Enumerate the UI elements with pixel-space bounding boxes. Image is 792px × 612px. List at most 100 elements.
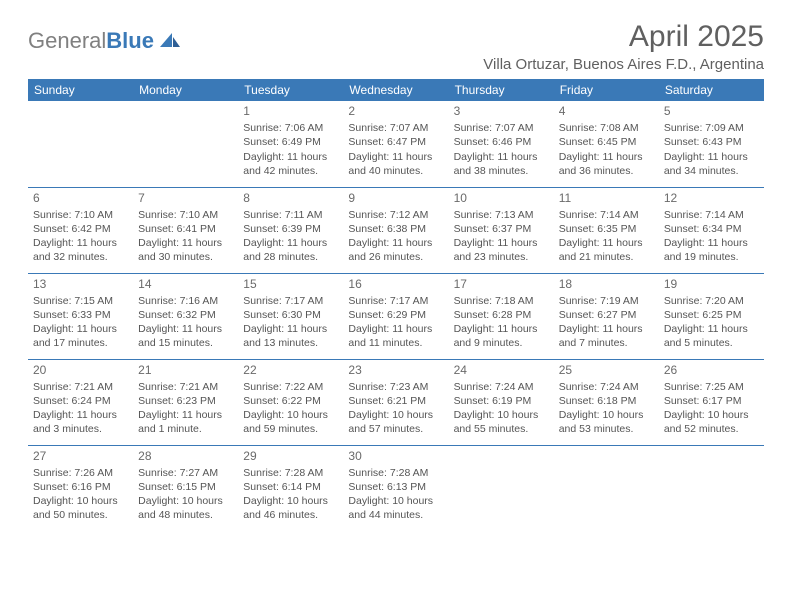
sunrise-text: Sunrise: 7:28 AM	[243, 466, 338, 480]
sunset-text: Sunset: 6:37 PM	[454, 222, 549, 236]
calendar-day-cell: 12Sunrise: 7:14 AMSunset: 6:34 PMDayligh…	[659, 187, 764, 273]
daylight-text: and 42 minutes.	[243, 164, 338, 178]
day-number: 24	[454, 362, 549, 378]
sunset-text: Sunset: 6:24 PM	[33, 394, 128, 408]
sunset-text: Sunset: 6:39 PM	[243, 222, 338, 236]
weekday-header: Monday	[133, 79, 238, 101]
daylight-text: Daylight: 10 hours	[138, 494, 233, 508]
header: GeneralBlue April 2025 Villa Ortuzar, Bu…	[28, 20, 764, 73]
calendar-day-cell: 22Sunrise: 7:22 AMSunset: 6:22 PMDayligh…	[238, 359, 343, 445]
daylight-text: and 1 minute.	[138, 422, 233, 436]
calendar-empty-cell	[659, 445, 764, 531]
daylight-text: and 30 minutes.	[138, 250, 233, 264]
daylight-text: Daylight: 11 hours	[664, 236, 759, 250]
sunset-text: Sunset: 6:32 PM	[138, 308, 233, 322]
calendar-day-cell: 26Sunrise: 7:25 AMSunset: 6:17 PMDayligh…	[659, 359, 764, 445]
sunrise-text: Sunrise: 7:15 AM	[33, 294, 128, 308]
daylight-text: Daylight: 10 hours	[33, 494, 128, 508]
sunset-text: Sunset: 6:27 PM	[559, 308, 654, 322]
day-number: 2	[348, 103, 443, 119]
day-number: 1	[243, 103, 338, 119]
calendar-day-cell: 19Sunrise: 7:20 AMSunset: 6:25 PMDayligh…	[659, 273, 764, 359]
day-number: 29	[243, 448, 338, 464]
sunrise-text: Sunrise: 7:10 AM	[138, 208, 233, 222]
daylight-text: and 53 minutes.	[559, 422, 654, 436]
calendar-day-cell: 16Sunrise: 7:17 AMSunset: 6:29 PMDayligh…	[343, 273, 448, 359]
calendar-day-cell: 14Sunrise: 7:16 AMSunset: 6:32 PMDayligh…	[133, 273, 238, 359]
daylight-text: Daylight: 11 hours	[138, 408, 233, 422]
day-number: 6	[33, 190, 128, 206]
daylight-text: and 11 minutes.	[348, 336, 443, 350]
daylight-text: and 23 minutes.	[454, 250, 549, 264]
daylight-text: Daylight: 11 hours	[664, 150, 759, 164]
day-number: 13	[33, 276, 128, 292]
sunrise-text: Sunrise: 7:27 AM	[138, 466, 233, 480]
sunset-text: Sunset: 6:19 PM	[454, 394, 549, 408]
logo-text: GeneralBlue	[28, 28, 154, 54]
calendar-day-cell: 28Sunrise: 7:27 AMSunset: 6:15 PMDayligh…	[133, 445, 238, 531]
sunrise-text: Sunrise: 7:10 AM	[33, 208, 128, 222]
daylight-text: and 59 minutes.	[243, 422, 338, 436]
calendar-day-cell: 30Sunrise: 7:28 AMSunset: 6:13 PMDayligh…	[343, 445, 448, 531]
calendar-day-cell: 8Sunrise: 7:11 AMSunset: 6:39 PMDaylight…	[238, 187, 343, 273]
sunset-text: Sunset: 6:45 PM	[559, 135, 654, 149]
weekday-header: Tuesday	[238, 79, 343, 101]
daylight-text: Daylight: 11 hours	[243, 322, 338, 336]
sunset-text: Sunset: 6:47 PM	[348, 135, 443, 149]
weekday-header: Saturday	[659, 79, 764, 101]
title-block: April 2025 Villa Ortuzar, Buenos Aires F…	[483, 20, 764, 73]
daylight-text: Daylight: 10 hours	[348, 494, 443, 508]
sunrise-text: Sunrise: 7:24 AM	[454, 380, 549, 394]
daylight-text: and 52 minutes.	[664, 422, 759, 436]
sunset-text: Sunset: 6:49 PM	[243, 135, 338, 149]
daylight-text: Daylight: 10 hours	[454, 408, 549, 422]
sunset-text: Sunset: 6:34 PM	[664, 222, 759, 236]
sunrise-text: Sunrise: 7:07 AM	[454, 121, 549, 135]
sunrise-text: Sunrise: 7:13 AM	[454, 208, 549, 222]
logo-word-1: General	[28, 28, 106, 53]
calendar-day-cell: 27Sunrise: 7:26 AMSunset: 6:16 PMDayligh…	[28, 445, 133, 531]
calendar-day-cell: 20Sunrise: 7:21 AMSunset: 6:24 PMDayligh…	[28, 359, 133, 445]
calendar-day-cell: 7Sunrise: 7:10 AMSunset: 6:41 PMDaylight…	[133, 187, 238, 273]
daylight-text: Daylight: 11 hours	[348, 150, 443, 164]
daylight-text: Daylight: 11 hours	[33, 236, 128, 250]
sunrise-text: Sunrise: 7:18 AM	[454, 294, 549, 308]
weekday-header: Thursday	[449, 79, 554, 101]
daylight-text: and 40 minutes.	[348, 164, 443, 178]
sunset-text: Sunset: 6:18 PM	[559, 394, 654, 408]
logo: GeneralBlue	[28, 20, 182, 54]
sunrise-text: Sunrise: 7:06 AM	[243, 121, 338, 135]
daylight-text: Daylight: 11 hours	[664, 322, 759, 336]
sunrise-text: Sunrise: 7:12 AM	[348, 208, 443, 222]
daylight-text: and 19 minutes.	[664, 250, 759, 264]
sunrise-text: Sunrise: 7:28 AM	[348, 466, 443, 480]
calendar-day-cell: 4Sunrise: 7:08 AMSunset: 6:45 PMDaylight…	[554, 101, 659, 187]
calendar-day-cell: 3Sunrise: 7:07 AMSunset: 6:46 PMDaylight…	[449, 101, 554, 187]
daylight-text: Daylight: 11 hours	[243, 236, 338, 250]
weekday-header-row: SundayMondayTuesdayWednesdayThursdayFrid…	[28, 79, 764, 101]
sunset-text: Sunset: 6:35 PM	[559, 222, 654, 236]
sunset-text: Sunset: 6:30 PM	[243, 308, 338, 322]
daylight-text: Daylight: 10 hours	[348, 408, 443, 422]
day-number: 3	[454, 103, 549, 119]
calendar-day-cell: 15Sunrise: 7:17 AMSunset: 6:30 PMDayligh…	[238, 273, 343, 359]
daylight-text: Daylight: 10 hours	[664, 408, 759, 422]
calendar-day-cell: 5Sunrise: 7:09 AMSunset: 6:43 PMDaylight…	[659, 101, 764, 187]
sunset-text: Sunset: 6:42 PM	[33, 222, 128, 236]
calendar-week-row: 20Sunrise: 7:21 AMSunset: 6:24 PMDayligh…	[28, 359, 764, 445]
day-number: 23	[348, 362, 443, 378]
daylight-text: and 3 minutes.	[33, 422, 128, 436]
daylight-text: and 44 minutes.	[348, 508, 443, 522]
logo-word-2: Blue	[106, 28, 154, 53]
sunset-text: Sunset: 6:28 PM	[454, 308, 549, 322]
daylight-text: and 28 minutes.	[243, 250, 338, 264]
daylight-text: and 46 minutes.	[243, 508, 338, 522]
daylight-text: Daylight: 11 hours	[138, 322, 233, 336]
daylight-text: Daylight: 11 hours	[559, 322, 654, 336]
daylight-text: Daylight: 11 hours	[454, 322, 549, 336]
daylight-text: and 5 minutes.	[664, 336, 759, 350]
daylight-text: and 32 minutes.	[33, 250, 128, 264]
sunrise-text: Sunrise: 7:22 AM	[243, 380, 338, 394]
daylight-text: and 17 minutes.	[33, 336, 128, 350]
calendar-empty-cell	[28, 101, 133, 187]
